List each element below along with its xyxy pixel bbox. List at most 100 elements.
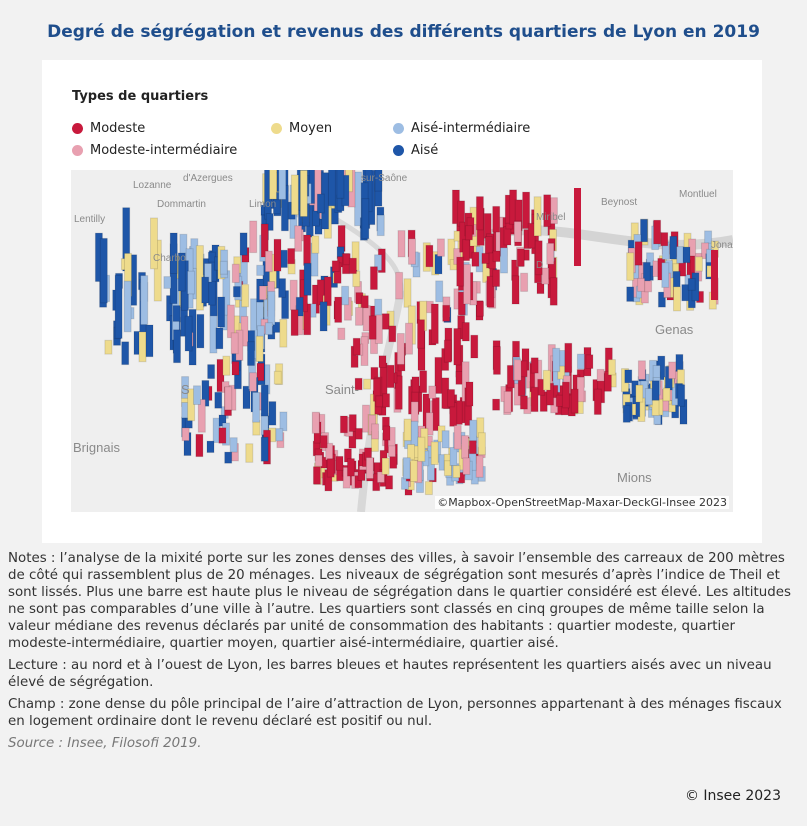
district-bar: [536, 282, 545, 295]
district-bar: [387, 445, 396, 458]
district-bar: [626, 252, 635, 281]
legend-label: Modeste: [90, 121, 146, 136]
district-bar: [323, 276, 332, 307]
district-bar: [214, 391, 223, 409]
district-bar: [363, 378, 372, 390]
district-bar: [99, 237, 108, 304]
district-bar: [543, 194, 552, 228]
district-bar: [534, 240, 543, 276]
district-bar: [530, 386, 539, 413]
district-bar: [677, 384, 686, 407]
place-label: Beynost: [601, 197, 638, 208]
district-bar: [668, 361, 677, 380]
district-bar: [252, 391, 261, 423]
district-bar: [640, 218, 648, 243]
reading-text: Lecture : au nord et à l’ouest de Lyon, …: [8, 658, 772, 690]
map-attribution[interactable]: ©Mapbox-OpenStreetMap-Maxar-DeckGl-Insee…: [435, 496, 729, 509]
district-bar: [354, 427, 363, 440]
district-bar: [371, 423, 380, 440]
district-bar: [201, 380, 210, 407]
district-bar: [295, 296, 304, 317]
district-bar: [522, 191, 531, 230]
district-bar: [265, 213, 274, 231]
district-bar: [273, 238, 282, 272]
district-bar: [468, 440, 477, 455]
district-bar: [461, 322, 470, 342]
map-3d[interactable]: Lozanne d'Azergues sur-Saône Dommartin L…: [71, 170, 733, 512]
district-bar: [430, 303, 439, 345]
district-bar: [264, 322, 273, 336]
district-bar: [104, 339, 113, 355]
district-bar: [644, 280, 653, 293]
district-bar: [181, 427, 190, 442]
district-bar: [546, 242, 555, 265]
district-bar: [341, 285, 350, 306]
district-bar: [260, 384, 269, 417]
district-bar: [303, 234, 312, 266]
district-bar: [397, 230, 406, 258]
place-label: Lentilly: [74, 214, 106, 225]
district-bar: [576, 353, 585, 370]
district-bar: [177, 252, 186, 292]
district-bar: [172, 305, 181, 322]
district-bar: [492, 346, 501, 375]
district-bar: [452, 465, 461, 479]
district-bar: [239, 232, 248, 256]
district-bar: [314, 454, 323, 467]
district-bar: [184, 315, 193, 352]
scope-text: Champ : zone dense du pôle principal de …: [8, 697, 782, 729]
district-bar: [607, 359, 616, 376]
page-title: Degré de ségrégation et revenus des diff…: [47, 22, 760, 42]
place-label: Jonag: [711, 240, 733, 251]
district-bar: [513, 221, 522, 243]
district-bar: [255, 335, 264, 362]
district-bar: [150, 217, 158, 270]
district-bar: [339, 415, 348, 434]
district-bar: [173, 329, 181, 364]
district-bar: [395, 271, 404, 300]
district-bar: [622, 404, 631, 423]
district-bar: [231, 361, 240, 376]
district-bar: [407, 444, 415, 460]
district-bar: [520, 272, 529, 292]
district-bar: [449, 447, 458, 466]
district-bar: [396, 333, 405, 365]
district-bar: [247, 341, 255, 366]
district-bar: [215, 327, 224, 350]
district-bar: [673, 286, 681, 312]
district-bar: [275, 428, 284, 442]
district-bar: [279, 411, 288, 432]
district-bar: [279, 319, 288, 348]
district-bar: [465, 381, 474, 407]
district-bar: [336, 170, 345, 199]
district-bar: [425, 244, 434, 268]
district-bar: [290, 309, 299, 337]
district-bar: [352, 337, 361, 356]
district-bar: [278, 170, 287, 200]
district-bar: [181, 376, 190, 399]
district-bar: [226, 304, 235, 339]
district-bar: [163, 276, 172, 289]
district-bar: [541, 267, 550, 285]
district-bar: [219, 260, 228, 275]
district-bar: [140, 275, 149, 326]
district-bar: [354, 377, 363, 391]
legend-item-modeste: Modeste: [72, 121, 145, 136]
district-bar: [197, 399, 206, 433]
district-bar: [311, 411, 320, 434]
place-label: Lozanne: [133, 180, 172, 191]
district-bar: [443, 460, 452, 477]
district-bar: [394, 375, 403, 410]
district-bar: [267, 290, 276, 326]
district-bar: [319, 435, 328, 449]
legend-label: Modeste-intermédiaire: [90, 143, 238, 158]
district-bar: [245, 443, 254, 463]
legend-swatch: [393, 145, 404, 156]
district-bar: [471, 251, 480, 267]
place-label: Montluel: [679, 189, 717, 200]
place-label: D: [536, 260, 544, 271]
district-bar: [561, 381, 570, 409]
district-bar: [430, 441, 439, 465]
district-bar: [463, 263, 471, 305]
district-bar: [224, 451, 233, 464]
